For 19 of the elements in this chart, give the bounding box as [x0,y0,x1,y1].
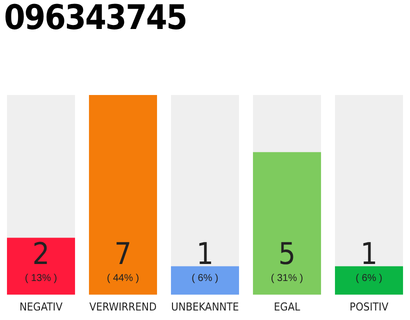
annotation: ( 44% ) [106,272,140,284]
data-label: 5 [278,236,296,272]
bar [170,266,240,295]
x-tick-label: POSITIV [350,300,389,314]
annotation: ( 13% ) [24,272,58,284]
data-label: 1 [196,236,214,272]
bar [334,266,404,295]
data-label: 2 [32,236,50,272]
annotation: ( 6% ) [356,272,382,284]
chart-title: 096343745 [4,0,187,38]
bar [6,238,76,295]
x-tick-label: EGAL [274,300,301,314]
x-tick-label: NEGATIV [20,300,63,314]
data-label: 1 [360,236,378,272]
x-tick-label: VERWIRREND [89,300,157,314]
x-tick-label: UNBEKANNTE [171,300,239,314]
annotation: ( 6% ) [192,272,218,284]
annotation: ( 31% ) [270,272,304,284]
data-label: 7 [114,236,132,272]
